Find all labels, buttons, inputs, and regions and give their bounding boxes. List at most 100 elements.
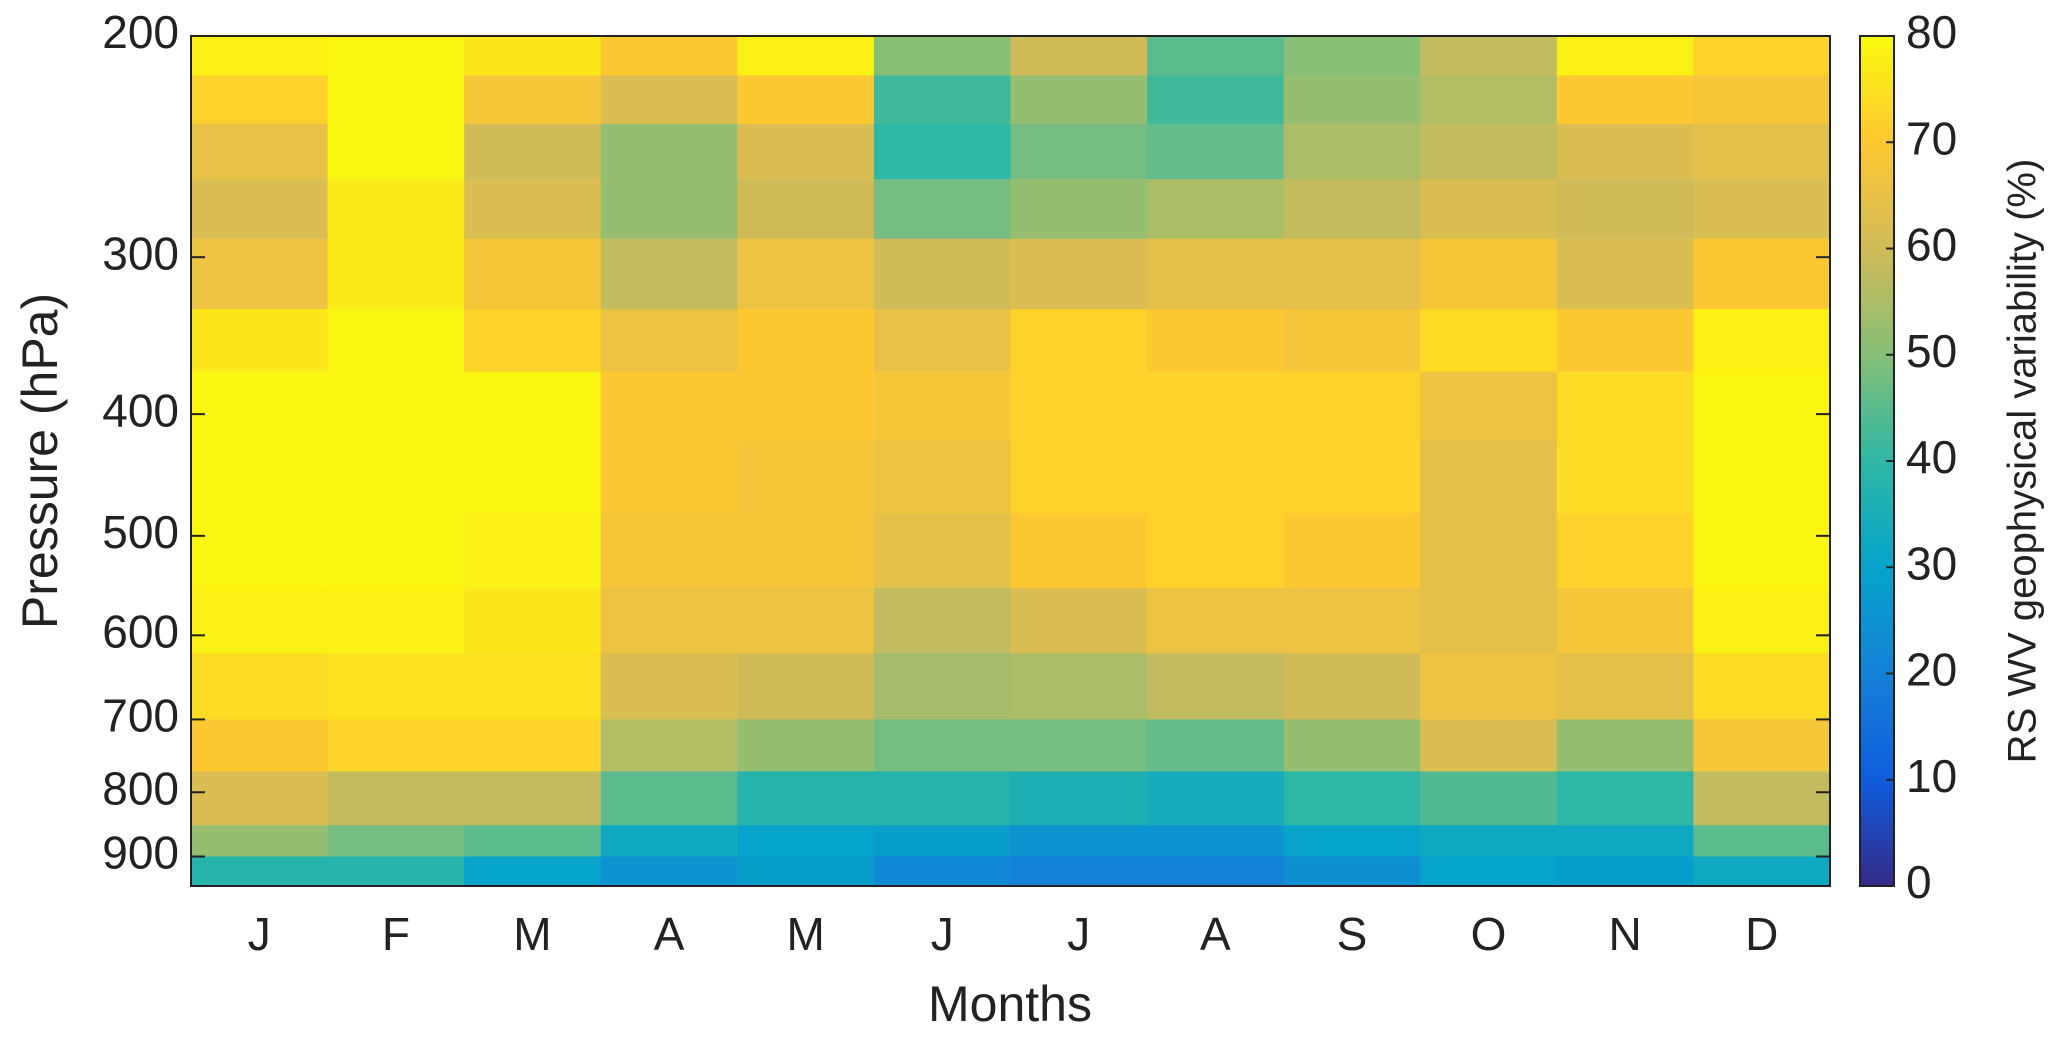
heatmap-cell	[873, 309, 1012, 373]
heatmap-cell	[600, 238, 738, 310]
heatmap-cell	[600, 513, 738, 589]
heatmap-cell	[600, 587, 738, 654]
heatmap-cell	[600, 440, 738, 515]
heatmap-cell	[1283, 75, 1421, 125]
heatmap-cell	[1010, 238, 1148, 310]
heatmap-cell	[464, 309, 602, 373]
heatmap-cell	[1283, 653, 1421, 721]
heatmap-cell	[600, 75, 738, 125]
heatmap-cell	[1420, 75, 1558, 125]
heatmap-cell	[1693, 587, 1831, 654]
y-tick-label: 500	[102, 506, 179, 558]
x-tick-label: J	[248, 908, 271, 960]
heatmap-cell	[1556, 719, 1695, 773]
heatmap-cell	[1147, 75, 1285, 125]
heatmap-cell	[737, 371, 875, 442]
heatmap-cell	[327, 653, 465, 721]
heatmap-cell	[1283, 719, 1421, 773]
heatmap-cell	[1420, 825, 1558, 858]
heatmap-cell	[873, 825, 1012, 858]
y-tick-label: 800	[102, 762, 179, 814]
heatmap-cell	[1556, 179, 1695, 240]
heatmap-cell	[1147, 587, 1285, 654]
heatmap-cell	[1420, 36, 1558, 77]
heatmap-cell	[191, 179, 329, 240]
heatmap-cell	[1010, 179, 1148, 240]
heatmap-cell	[1556, 771, 1695, 826]
heatmap-cell	[873, 856, 1012, 887]
heatmap-cell	[1283, 179, 1421, 240]
heatmap-cell	[464, 238, 602, 310]
heatmap-cell	[464, 371, 602, 442]
heatmap-cell	[1283, 825, 1421, 858]
heatmap-cell	[1010, 653, 1148, 721]
heatmap-cell	[873, 513, 1012, 589]
heatmap-cell	[1556, 309, 1695, 373]
heatmap-cell	[873, 587, 1012, 654]
heatmap-cell	[191, 309, 329, 373]
heatmap-cell	[1693, 719, 1831, 773]
heatmap-cell	[737, 238, 875, 310]
heatmap-cell	[327, 238, 465, 310]
heatmap-cell	[327, 587, 465, 654]
heatmap-cell	[1556, 238, 1695, 310]
heatmap-cell	[1147, 653, 1285, 721]
heatmap-cell	[1147, 856, 1285, 887]
heatmap-cell	[1420, 123, 1558, 180]
heatmap-cell	[464, 719, 602, 773]
heatmap-cell	[1693, 771, 1831, 826]
heatmap-cell	[327, 371, 465, 442]
heatmap-cell	[600, 309, 738, 373]
heatmap-cell	[1283, 513, 1421, 589]
heatmap-cell	[1010, 440, 1148, 515]
heatmap-cell	[600, 179, 738, 240]
heatmap-cell	[327, 719, 465, 773]
heatmap-cell	[464, 440, 602, 515]
heatmap-cell	[1010, 719, 1148, 773]
heatmap-cell	[1420, 309, 1558, 373]
heatmap-cell	[1283, 440, 1421, 515]
heatmap-cell	[1420, 856, 1558, 887]
heatmap-cell	[873, 440, 1012, 515]
heatmap-cell	[1556, 75, 1695, 125]
x-tick-label: M	[786, 908, 824, 960]
heatmap-cell	[1693, 309, 1831, 373]
heatmap-cell	[1693, 75, 1831, 125]
heatmap-cell	[191, 36, 329, 77]
colorbar-tick-label: 80	[1906, 6, 1957, 58]
heatmap-cell	[1283, 309, 1421, 373]
heatmap-cell	[1556, 587, 1695, 654]
heatmap-cell	[1283, 36, 1421, 77]
heatmap-cell	[737, 440, 875, 515]
heatmap-cell	[1283, 771, 1421, 826]
heatmap-cell	[1556, 653, 1695, 721]
colorbar-tick-label: 50	[1906, 325, 1957, 377]
y-tick-label: 600	[102, 605, 179, 657]
x-tick-label: M	[513, 908, 551, 960]
heatmap-cell	[873, 179, 1012, 240]
heatmap-cell	[464, 587, 602, 654]
heatmap-cell	[1556, 856, 1695, 887]
heatmap-cell	[191, 440, 329, 515]
heatmap-cell	[1693, 856, 1831, 887]
heatmap-cell	[464, 856, 602, 887]
heatmap-cell	[191, 123, 329, 180]
heatmap-cell	[1010, 825, 1148, 858]
heatmap-cell	[1283, 238, 1421, 310]
heatmap-cell	[1693, 371, 1831, 442]
x-tick-label: A	[654, 908, 685, 960]
y-tick-label: 300	[102, 227, 179, 279]
heatmap-cell	[191, 719, 329, 773]
heatmap-cell	[1147, 123, 1285, 180]
heatmap-cell	[1010, 309, 1148, 373]
heatmap-cell	[1147, 771, 1285, 826]
y-tick-label: 900	[102, 827, 179, 879]
heatmap-cell	[737, 856, 875, 887]
heatmap-cell	[1693, 653, 1831, 721]
heatmap-cell	[464, 123, 602, 180]
heatmap-cell	[873, 719, 1012, 773]
x-axis-label: Months	[928, 976, 1092, 1032]
heatmap-cell	[1556, 513, 1695, 589]
heatmap-cell	[327, 856, 465, 887]
